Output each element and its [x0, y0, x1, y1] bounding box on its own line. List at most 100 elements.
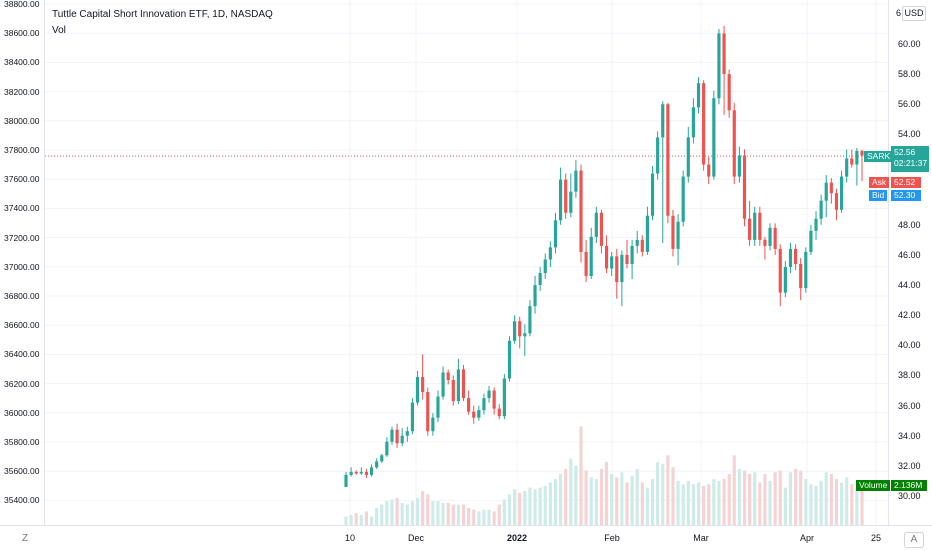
candle-body — [763, 239, 767, 246]
volume-bar — [615, 477, 619, 525]
candle-body — [814, 218, 818, 231]
candle-body — [845, 158, 849, 177]
ask-label-tag: Ask — [869, 177, 890, 188]
last-price-value: 52.56 — [894, 147, 916, 157]
time-axis-tick-label: Apr — [799, 533, 815, 543]
volume-bar — [742, 470, 747, 525]
chart-plot-area[interactable] — [45, 0, 888, 525]
candle-body — [732, 110, 736, 177]
volume-bar — [763, 474, 767, 525]
volume-bar — [737, 468, 741, 525]
candle-body — [518, 321, 522, 337]
volume-bar — [860, 491, 864, 525]
volume-bar — [579, 426, 583, 525]
candle-body — [645, 215, 650, 252]
candle-body — [507, 340, 512, 379]
time-axis-tick-label: Dec — [407, 533, 425, 543]
candle-body — [860, 150, 864, 156]
left-axis-tick-label: 38800.00 — [4, 0, 40, 9]
left-axis-tick-label: 37800.00 — [4, 145, 40, 155]
volume-bar — [589, 477, 593, 525]
volume-bar — [712, 479, 716, 525]
right-axis-tick-label: 42.00 — [898, 310, 921, 321]
left-price-axis[interactable]: 38800.00 38600.00 38400.00 38200.00 38000.00… — [0, 0, 45, 525]
volume-bar — [773, 472, 777, 525]
volume-bar — [727, 474, 731, 525]
volume-bar — [594, 479, 598, 525]
volume-bar — [558, 474, 563, 525]
right-axis-tick-label: 60.00 — [898, 39, 921, 49]
volume-indicator-label[interactable]: Vol — [52, 25, 66, 36]
volume-bar — [758, 482, 762, 525]
ask-price-tag: 52.52 — [891, 177, 921, 188]
right-price-axis[interactable]: 60.0058.0056.0054.0052.0050.0048.0046.00… — [888, 0, 932, 525]
candle-body — [727, 74, 731, 111]
candle-body — [829, 182, 833, 194]
candle-body — [737, 155, 741, 177]
volume-bar — [656, 462, 660, 525]
volume-bar — [569, 458, 573, 525]
candle-body — [502, 378, 506, 417]
volume-bar — [410, 501, 414, 525]
left-axis-tick-label: 38200.00 — [4, 86, 40, 97]
candle-body — [584, 251, 588, 277]
right-axis-tick-label: 34.00 — [898, 430, 921, 441]
volume-bar — [364, 511, 369, 525]
volume-bar — [431, 501, 435, 525]
volume-bar — [451, 504, 455, 525]
volume-bar — [405, 504, 409, 525]
chart-title[interactable]: Tuttle Capital Short Innovation ETF, 1D,… — [52, 9, 273, 20]
volume-bar — [671, 467, 675, 525]
candle-body — [599, 212, 604, 246]
volume-bar — [354, 513, 358, 525]
volume-bar — [507, 494, 512, 525]
left-axis-tick-label: 38400.00 — [4, 57, 40, 68]
candle-body — [722, 33, 726, 75]
volume-bar — [467, 508, 471, 525]
volume-bar — [702, 485, 706, 525]
candle-body — [666, 104, 670, 216]
candle-body — [558, 179, 563, 221]
volume-bar — [630, 475, 634, 525]
candle-body — [467, 398, 471, 412]
volume-bar — [650, 479, 655, 525]
candle-body — [390, 429, 394, 442]
candle-body — [855, 150, 859, 165]
candle-body — [375, 461, 379, 468]
volume-bar — [533, 489, 537, 525]
volume-bar — [548, 482, 552, 525]
candle-body — [686, 137, 690, 177]
volume-bar — [446, 502, 450, 525]
left-axis-tick-label: 36800.00 — [4, 291, 40, 301]
volume-bar — [523, 491, 527, 525]
candle-body — [359, 471, 363, 474]
time-axis[interactable]: 10 Dec 2022 Feb Mar Apr 25 — [0, 525, 932, 551]
candle-body — [497, 408, 501, 417]
volume-bar — [584, 470, 588, 525]
volume-bar — [543, 485, 547, 525]
time-axis-tick-label: Feb — [604, 533, 620, 543]
volume-bar — [686, 480, 690, 525]
candle-body — [543, 259, 547, 274]
candle-body — [380, 455, 384, 462]
candle-body — [630, 245, 634, 264]
volume-bar — [369, 516, 374, 525]
volume-bar — [645, 487, 650, 525]
candle-body — [768, 227, 772, 246]
auto-scale-button[interactable]: A — [904, 532, 924, 548]
bid-label-tag: Bid — [869, 190, 888, 201]
volume-bar — [681, 484, 685, 525]
left-axis-tick-label: 36400.00 — [4, 349, 40, 360]
candle-body — [604, 245, 609, 269]
currency-button[interactable]: USD — [902, 6, 926, 21]
volume-bar — [604, 462, 609, 525]
volume-bar — [850, 484, 854, 525]
right-axis-tick-label: 48.00 — [898, 219, 921, 230]
goto-date-button[interactable]: Z — [21, 533, 29, 544]
candle-body — [773, 227, 777, 249]
candlestick-chart[interactable] — [45, 0, 888, 525]
candle-body — [538, 273, 542, 286]
candle-body — [707, 164, 711, 177]
volume-bar — [783, 487, 787, 525]
left-axis-tick-label: 38600.00 — [4, 28, 40, 39]
